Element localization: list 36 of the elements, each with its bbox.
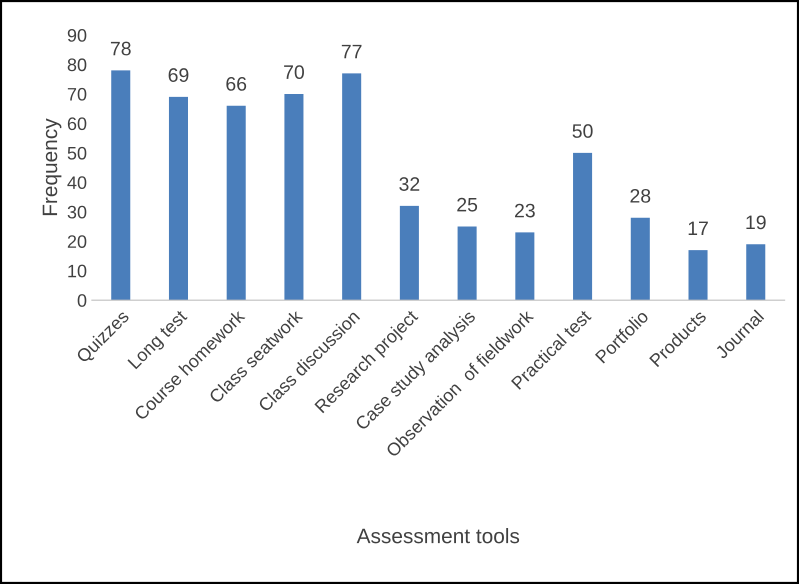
y-tick-label: 40: [67, 176, 86, 190]
y-tick-label: 90: [68, 28, 86, 42]
y-tick-label: 10: [68, 264, 86, 278]
data-label: 17: [688, 222, 708, 235]
y-tick-label: 20: [68, 235, 86, 248]
bar: [226, 106, 246, 300]
bar: [168, 96, 188, 300]
data-label: 28: [630, 188, 650, 203]
x-axis-title: Assessment tools: [356, 528, 520, 544]
data-label: 78: [110, 42, 131, 56]
data-label: 66: [226, 77, 246, 91]
bar: [515, 232, 534, 300]
bar: [746, 244, 766, 300]
y-tick-label: 80: [68, 58, 86, 72]
data-label: 32: [399, 177, 420, 191]
data-label: 70: [284, 65, 304, 80]
y-tick-label: 0: [78, 294, 86, 307]
data-label: 19: [746, 215, 766, 230]
y-tick-label: 50: [68, 146, 86, 160]
bar: [400, 206, 419, 300]
data-label: 25: [457, 198, 478, 212]
y-tick-label: 30: [68, 206, 86, 219]
bar: [458, 226, 477, 300]
data-label: 23: [515, 204, 535, 218]
bar: [342, 73, 362, 300]
y-tick-label: 60: [68, 117, 86, 130]
bar: [573, 152, 592, 300]
data-label: 50: [572, 124, 593, 138]
bar: [111, 70, 130, 300]
data-label: 77: [342, 44, 362, 58]
y-axis-title: Frequency: [42, 118, 62, 216]
bar: [284, 94, 304, 300]
bar: [630, 218, 650, 300]
y-tick-label: 70: [68, 88, 86, 101]
data-label: 69: [168, 68, 188, 82]
bar: [688, 250, 708, 300]
